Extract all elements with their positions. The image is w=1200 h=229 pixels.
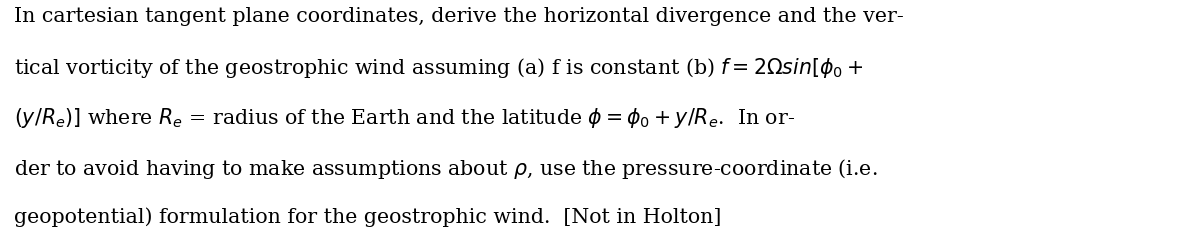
Text: geopotential) formulation for the geostrophic wind.  [Not in Holton]: geopotential) formulation for the geostr… [14, 207, 721, 227]
Text: $(y/R_e)]$ where $R_e$ = radius of the Earth and the latitude $\phi = \phi_0 + y: $(y/R_e)]$ where $R_e$ = radius of the E… [14, 106, 796, 131]
Text: der to avoid having to make assumptions about $\rho$, use the pressure-coordinat: der to avoid having to make assumptions … [14, 157, 878, 181]
Text: tical vorticity of the geostrophic wind assuming (a) f is constant (b) $f = 2\Om: tical vorticity of the geostrophic wind … [14, 56, 864, 80]
Text: In cartesian tangent plane coordinates, derive the horizontal divergence and the: In cartesian tangent plane coordinates, … [14, 7, 904, 26]
